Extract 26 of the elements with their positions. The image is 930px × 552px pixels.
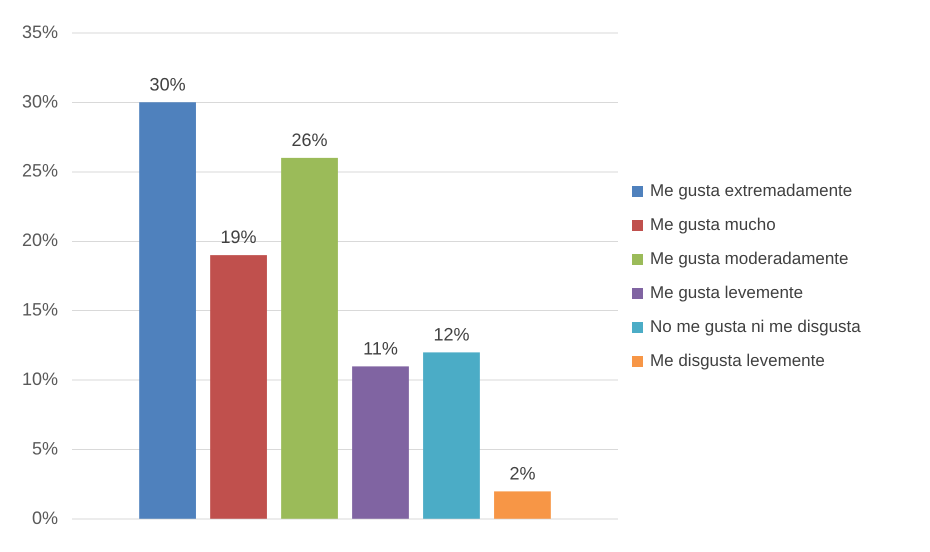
y-tick-label: 35% xyxy=(22,22,58,42)
y-tick-label: 5% xyxy=(32,438,58,459)
y-tick-label: 15% xyxy=(22,300,58,320)
y-tick-label: 0% xyxy=(32,508,58,528)
legend-label: Me disgusta levemente xyxy=(650,351,825,371)
bar xyxy=(494,491,551,519)
data-label: 26% xyxy=(292,130,328,150)
y-tick-label: 10% xyxy=(22,369,58,390)
y-tick-label: 30% xyxy=(22,91,58,112)
data-label: 2% xyxy=(509,463,536,484)
bar xyxy=(210,255,267,519)
y-tick-label: 25% xyxy=(22,160,58,181)
y-tick-label: 20% xyxy=(22,230,58,250)
data-label: 12% xyxy=(433,324,470,344)
legend-label: Me gusta mucho xyxy=(650,215,776,235)
data-label: 19% xyxy=(220,227,257,248)
bar xyxy=(281,158,338,519)
legend-label: Me gusta extremadamente xyxy=(650,181,852,201)
legend-label: No me gusta ni me disgusta xyxy=(650,317,861,337)
bar xyxy=(139,102,196,519)
bar xyxy=(423,352,480,519)
legend-label: Me gusta moderadamente xyxy=(650,249,848,269)
legend-label: Me gusta levemente xyxy=(650,283,804,303)
bar xyxy=(352,366,409,519)
data-label: 30% xyxy=(150,74,186,94)
data-label: 11% xyxy=(363,338,398,358)
